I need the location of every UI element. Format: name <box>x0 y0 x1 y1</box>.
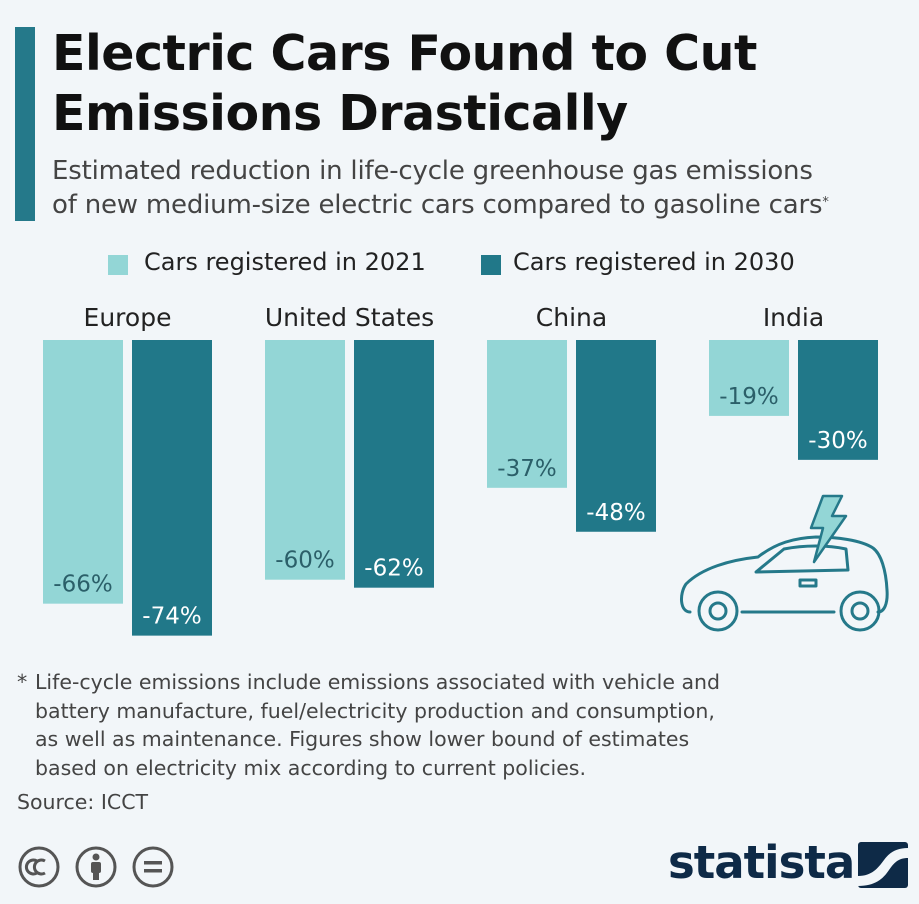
legend-item-2021: Cars registered in 2021 <box>108 248 426 276</box>
category-label: United States <box>265 303 434 332</box>
data-label: -66% <box>53 572 112 598</box>
bar-chart: Europe -66% -74% United States -60% -62% China… <box>43 303 878 636</box>
bar <box>798 340 878 460</box>
legend-item-2030: Cars registered in 2030 <box>481 248 795 276</box>
source: Source: ICCT <box>17 790 149 814</box>
nd-icon[interactable] <box>132 846 174 888</box>
data-label: -37% <box>497 456 556 482</box>
footnote-line: Life-cycle emissions include emissions a… <box>35 670 721 694</box>
category-label: Europe <box>84 303 172 332</box>
bar <box>487 340 567 488</box>
footnote: * Life-cycle emissions include emissions… <box>17 668 817 782</box>
license-icons <box>17 845 187 895</box>
footnote-line: battery manufacture, fuel/electricity pr… <box>35 698 715 723</box>
data-label: -62% <box>364 556 423 582</box>
bar <box>709 340 789 416</box>
legend-label-2021: Cars registered in 2021 <box>144 248 426 276</box>
by-icon[interactable] <box>75 846 117 888</box>
legend-swatch-2021 <box>108 255 128 275</box>
brand-name: statista <box>668 836 855 889</box>
legend-swatch-2030 <box>481 255 501 275</box>
bar <box>43 340 123 604</box>
data-label: -60% <box>275 548 334 574</box>
cc-icon[interactable] <box>18 846 60 888</box>
accent-bar <box>15 27 35 221</box>
footnote-line: based on electricity mix according to cu… <box>35 755 586 780</box>
electric-car-icon <box>680 494 889 632</box>
bar <box>354 340 434 588</box>
category-label: China <box>536 303 607 332</box>
bar <box>265 340 345 580</box>
data-label: -74% <box>142 604 201 630</box>
subtitle-footnote-mark: * <box>822 195 829 210</box>
statista-logo-icon <box>858 842 908 888</box>
data-label: -48% <box>586 500 645 526</box>
title-line-1: Electric Cars Found to Cut <box>52 25 757 82</box>
footnote-marker: * <box>17 670 28 694</box>
data-label: -30% <box>808 428 867 454</box>
chart-title: Electric Cars Found to Cut Emissions Dra… <box>52 24 757 144</box>
bar <box>132 340 212 636</box>
category-label: India <box>763 303 824 332</box>
footnote-line: as well as maintenance. Figures show low… <box>35 727 690 751</box>
data-label: -19% <box>719 384 778 410</box>
legend-label-2030: Cars registered in 2030 <box>513 248 795 276</box>
title-line-2: Emissions Drastically <box>52 85 628 142</box>
chart-subtitle: Estimated reduction in life-cycle greenh… <box>52 154 912 222</box>
bar <box>576 340 656 532</box>
subtitle-line-1: Estimated reduction in life-cycle greenh… <box>52 156 813 186</box>
subtitle-line-2: of new medium-size electric cars compare… <box>52 190 823 220</box>
